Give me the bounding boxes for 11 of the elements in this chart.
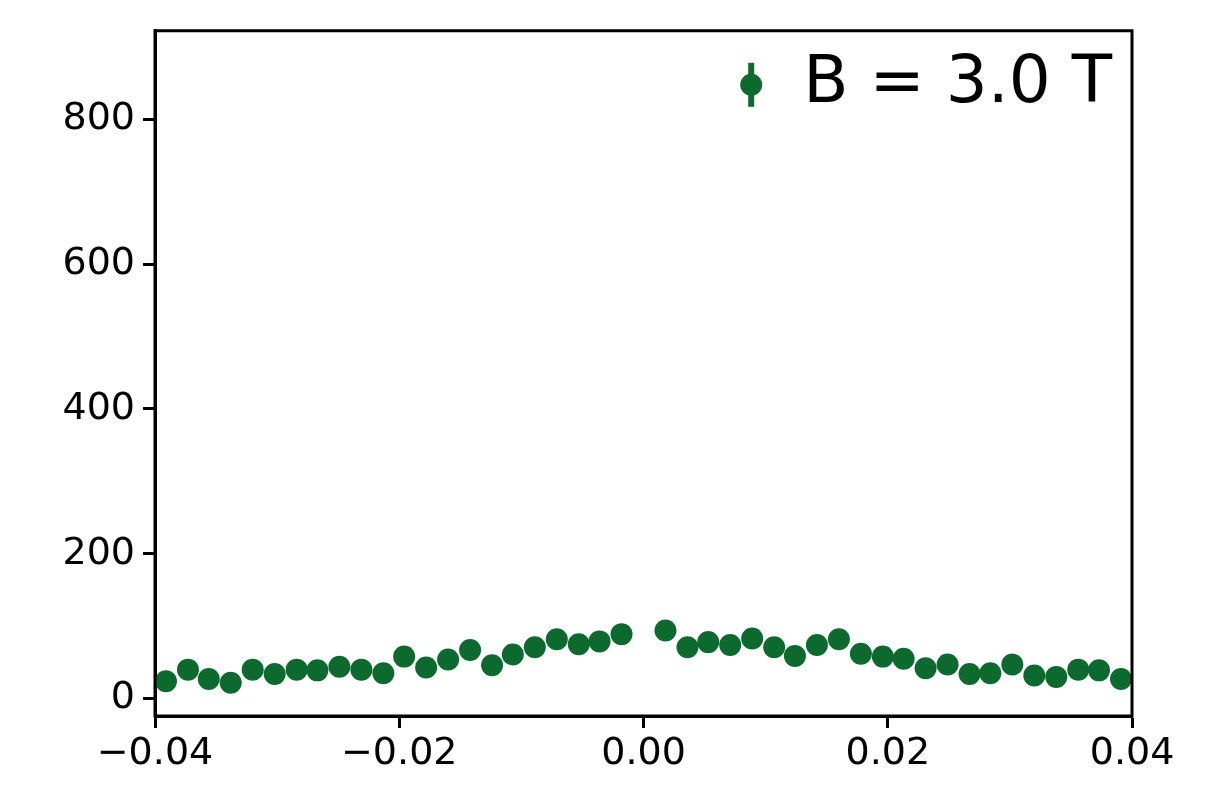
y-tick-label: 600 [62,238,135,283]
x-tick-label: 0.02 [845,728,931,773]
x-tick-label: 0.00 [601,728,686,773]
y-tick-label: 0 [110,673,135,718]
y-tick-label: 400 [62,383,135,428]
y-tick-label: 200 [62,528,135,573]
y-tick-label: 800 [62,94,135,139]
legend-label: B = 3.0 T [803,40,1113,118]
x-tick-label: −0.02 [341,728,458,773]
x-tick-label: 0.04 [1089,728,1175,773]
x-tick-label: −0.04 [96,728,214,773]
